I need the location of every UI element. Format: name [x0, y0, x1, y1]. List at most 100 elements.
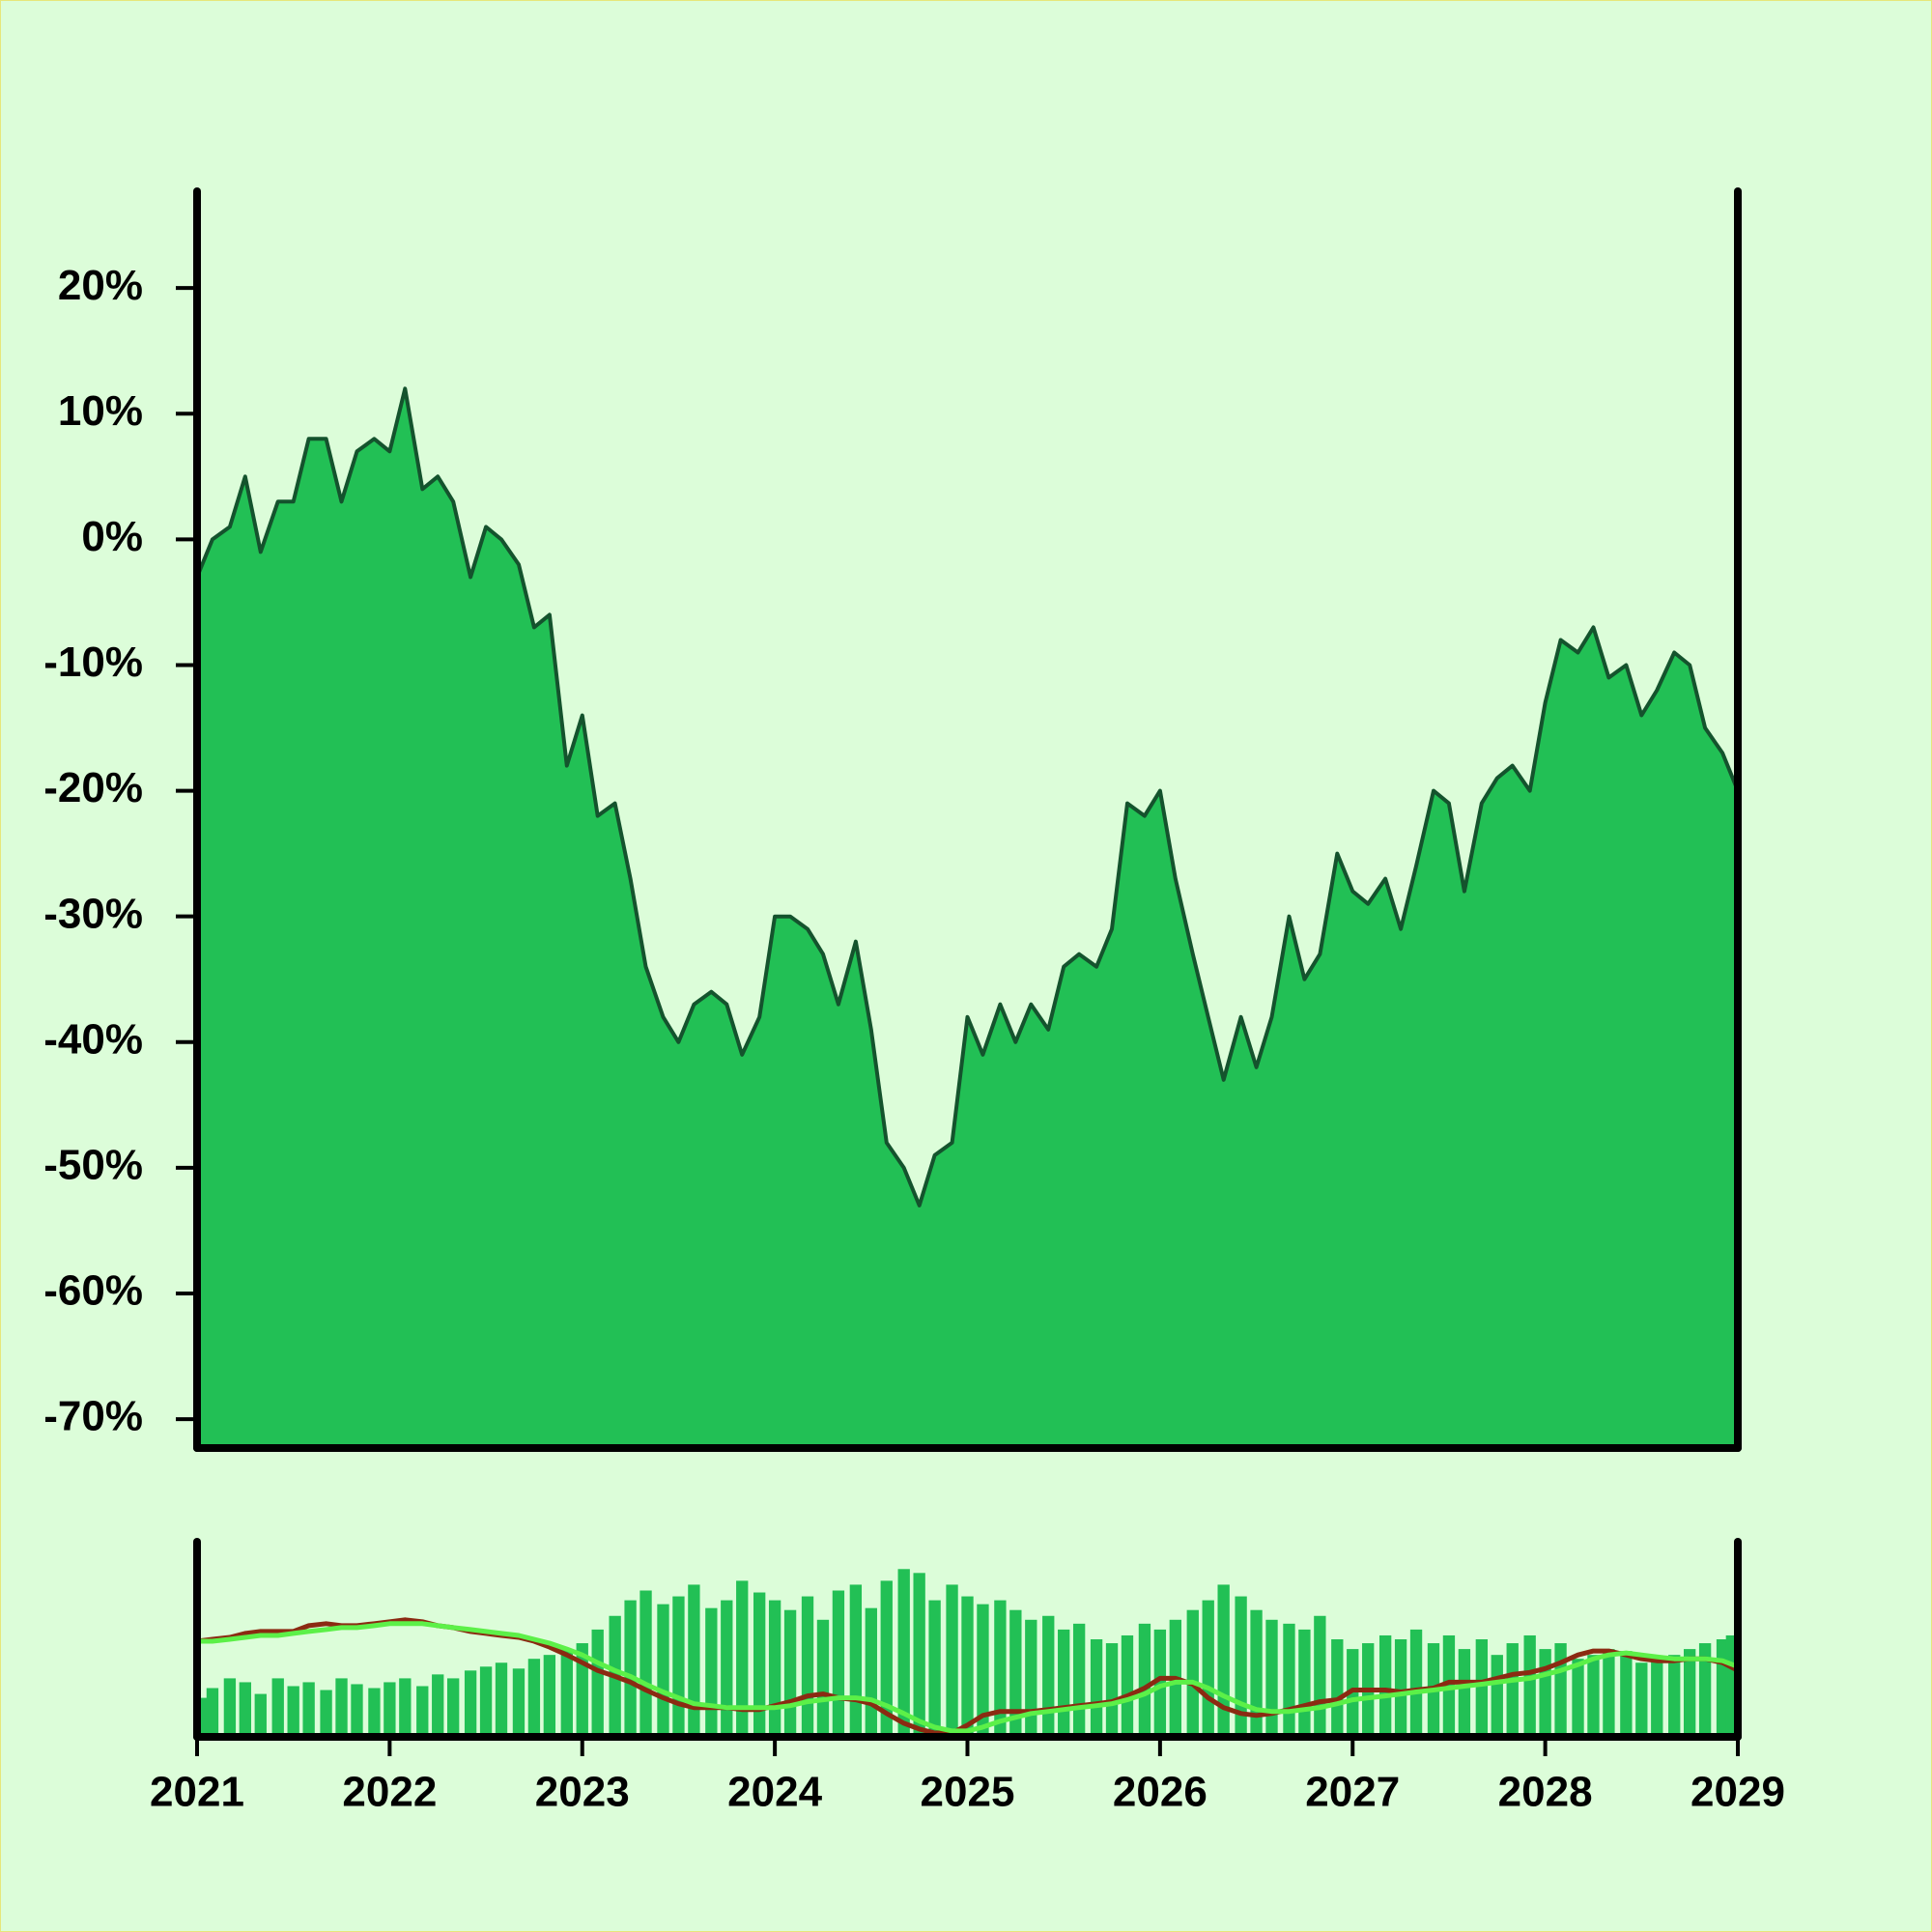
- volume-bar: [1683, 1649, 1696, 1737]
- volume-bar: [254, 1693, 267, 1737]
- volume-bar: [1635, 1662, 1648, 1737]
- volume-bar: [1331, 1639, 1344, 1737]
- volume-bar: [1121, 1634, 1134, 1737]
- volume-bar: [239, 1682, 252, 1737]
- volume-bar: [1138, 1623, 1151, 1737]
- volume-bar: [543, 1655, 556, 1737]
- area: [197, 388, 1738, 1448]
- volume-bar: [961, 1596, 974, 1737]
- volume-bar: [447, 1678, 460, 1737]
- volume-bar: [302, 1682, 315, 1737]
- volume-bar: [1153, 1629, 1167, 1737]
- x-tick-label: 2022: [342, 1769, 437, 1816]
- volume-bar: [994, 1600, 1007, 1737]
- volume-bar: [1572, 1659, 1584, 1737]
- volume-bar: [464, 1670, 477, 1737]
- volume-bar: [880, 1580, 893, 1737]
- volume-bar: [801, 1596, 814, 1737]
- volume-bar: [1506, 1643, 1519, 1737]
- volume-bar: [1058, 1629, 1070, 1737]
- volume-bar: [705, 1607, 718, 1737]
- volume-bar: [1668, 1655, 1681, 1737]
- y-tick-label: -70%: [43, 1393, 143, 1440]
- volume-bar: [1283, 1623, 1295, 1737]
- x-tick-label: 2023: [535, 1769, 630, 1816]
- volume-bar: [816, 1619, 830, 1737]
- x-tick-label: 2026: [1113, 1769, 1208, 1816]
- x-tick-label: 2024: [727, 1769, 822, 1816]
- volume-bar: [783, 1609, 797, 1737]
- volume-bar: [1202, 1600, 1214, 1737]
- volume-bar: [432, 1674, 444, 1737]
- volume-bar: [1523, 1634, 1536, 1737]
- volume-bar: [271, 1678, 284, 1737]
- volume-bar: [1072, 1623, 1086, 1737]
- volume-bar: [206, 1688, 219, 1737]
- volume-bar: [688, 1584, 700, 1737]
- x-tick-label: 2029: [1690, 1769, 1785, 1816]
- volume-bar: [527, 1659, 541, 1737]
- y-tick-label: -60%: [43, 1267, 143, 1315]
- volume-bar: [1587, 1655, 1600, 1737]
- x-tick-label: 2021: [150, 1769, 244, 1816]
- volume-bar: [416, 1686, 429, 1737]
- volume-bar: [1217, 1584, 1230, 1737]
- x-tick-label: 2025: [921, 1769, 1015, 1816]
- volume-bar: [1025, 1619, 1037, 1737]
- y-tick-label: 10%: [58, 387, 143, 435]
- volume-bar: [368, 1688, 381, 1737]
- volume-bar: [1009, 1609, 1022, 1737]
- volume-bar: [1042, 1615, 1055, 1737]
- y-tick-label: 20%: [58, 262, 143, 309]
- y-tick-label: 0%: [81, 513, 143, 560]
- volume-bar: [591, 1629, 604, 1737]
- volume-bar: [1298, 1629, 1311, 1737]
- x-tick-label: 2027: [1305, 1769, 1400, 1816]
- volume-bar: [849, 1584, 863, 1737]
- volume-bar: [399, 1678, 412, 1737]
- x-tick-label: 2028: [1498, 1769, 1593, 1816]
- volume-bar: [913, 1573, 925, 1737]
- volume-bar: [1186, 1609, 1199, 1737]
- volume-bar: [1554, 1643, 1567, 1737]
- volume-bar: [351, 1684, 363, 1737]
- volume-bar: [320, 1690, 332, 1737]
- volume-bar: [736, 1580, 749, 1737]
- volume-bar: [1314, 1615, 1326, 1737]
- area-line: [195, 386, 1740, 1208]
- volume-bar: [560, 1649, 573, 1737]
- y-tick-label: -40%: [43, 1015, 143, 1063]
- volume-bar: [721, 1600, 733, 1737]
- volume-bar: [495, 1662, 508, 1737]
- volume-bar: [287, 1686, 299, 1737]
- y-tick-label: -30%: [43, 890, 143, 937]
- volume-bar: [1539, 1649, 1551, 1737]
- volume-bar: [768, 1600, 781, 1737]
- volume-bar: [639, 1590, 652, 1737]
- volume-bar: [223, 1678, 237, 1737]
- volume-bar: [865, 1607, 877, 1737]
- volume-bar: [928, 1600, 941, 1737]
- volume-bar: [977, 1604, 989, 1737]
- volume-bar: [1698, 1643, 1712, 1737]
- volume-bar: [1347, 1649, 1359, 1737]
- volume-bar: [479, 1666, 493, 1737]
- volume-bar: [1620, 1651, 1633, 1737]
- average-line: [197, 1621, 1739, 1734]
- volume-bar: [1090, 1639, 1103, 1737]
- volume-bar: [1409, 1629, 1423, 1737]
- volume-bar: [753, 1592, 766, 1737]
- volume-bar: [624, 1600, 637, 1737]
- volume-bar: [1651, 1659, 1663, 1737]
- volume-bar: [1265, 1619, 1278, 1737]
- volume-bar: [946, 1584, 958, 1737]
- volume-bar: [1250, 1609, 1263, 1737]
- volume-bar: [897, 1569, 910, 1737]
- volume-bar: [1378, 1634, 1392, 1737]
- volume-bar: [1491, 1655, 1503, 1737]
- volume-bar: [657, 1604, 669, 1737]
- y-tick-label: -20%: [43, 764, 143, 811]
- volume-bar: [1394, 1639, 1407, 1737]
- volume-bar: [1603, 1649, 1615, 1737]
